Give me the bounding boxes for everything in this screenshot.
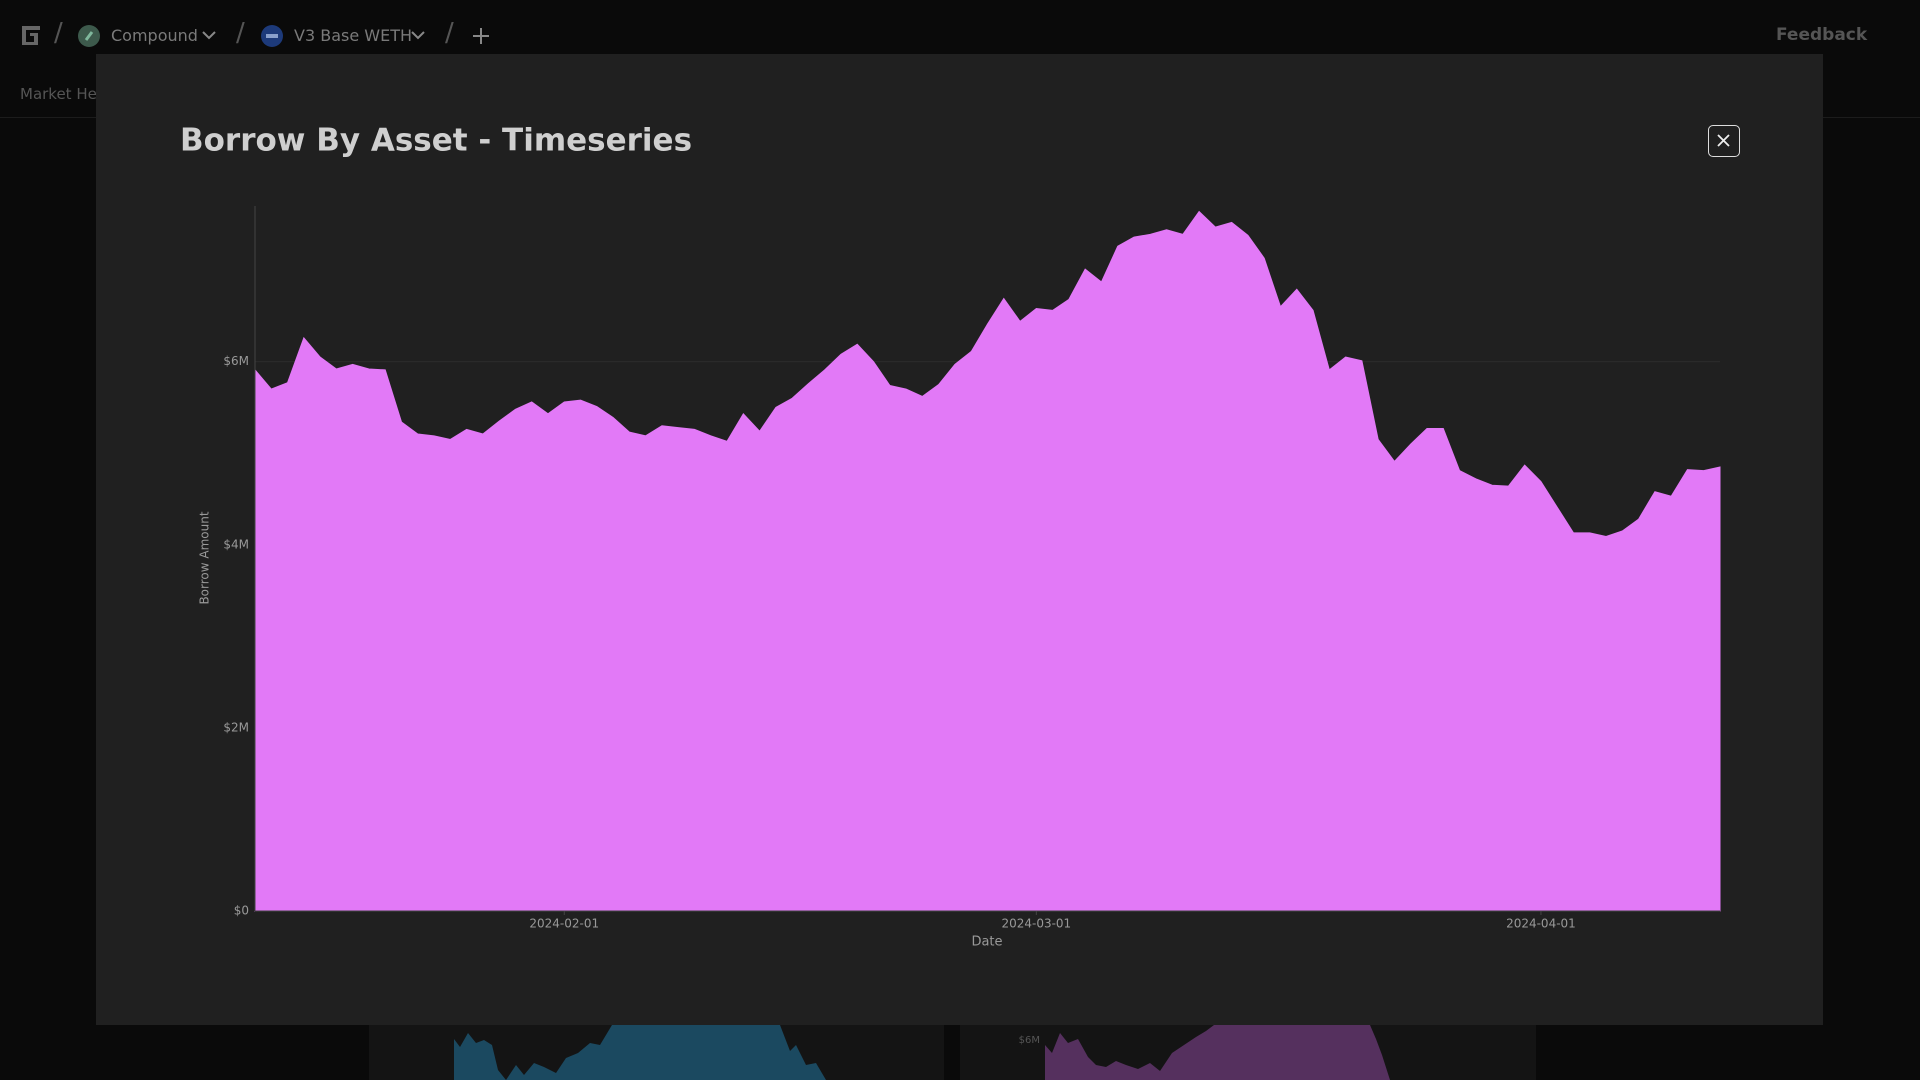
modal: Borrow By Asset - Timeseries Borrow Amou… [96,54,1823,1025]
close-icon [1717,134,1730,147]
separator: / [54,18,63,48]
chart: Borrow By Asset - Timeseries Borrow Amou… [180,123,1721,950]
y-tick-label: $6M [223,354,249,368]
x-tick-label: 2024-04-01 [1506,917,1576,931]
x-axis-title: Date [971,935,1002,950]
separator: / [236,18,245,48]
market-icon [261,25,283,47]
x-tick-label: 2024-02-01 [529,917,599,931]
x-tick-label: 2024-03-01 [1001,917,1071,931]
protocol-select[interactable]: Compound [111,26,198,45]
feedback-link[interactable]: Feedback [1776,25,1868,45]
close-button[interactable] [1708,125,1740,157]
protocol-icon [78,25,100,47]
separator: / [445,18,454,48]
y-tick-label: $4M [223,537,249,551]
y-tick-label: $0 [234,904,249,918]
background-panels: $6M [369,1025,1536,1080]
area [254,210,1721,912]
market-select[interactable]: V3 Base WETH [294,26,412,45]
add-button[interactable] [472,27,490,45]
chart-title: Borrow By Asset - Timeseries [180,123,692,159]
chevron[interactable] [410,29,426,41]
background-tick-label: $6M [1019,1035,1040,1046]
logo[interactable] [20,24,42,48]
chevron[interactable] [201,29,217,41]
y-tick-label: $2M [223,720,249,734]
y-axis-title: Borrow Amount [198,511,212,604]
